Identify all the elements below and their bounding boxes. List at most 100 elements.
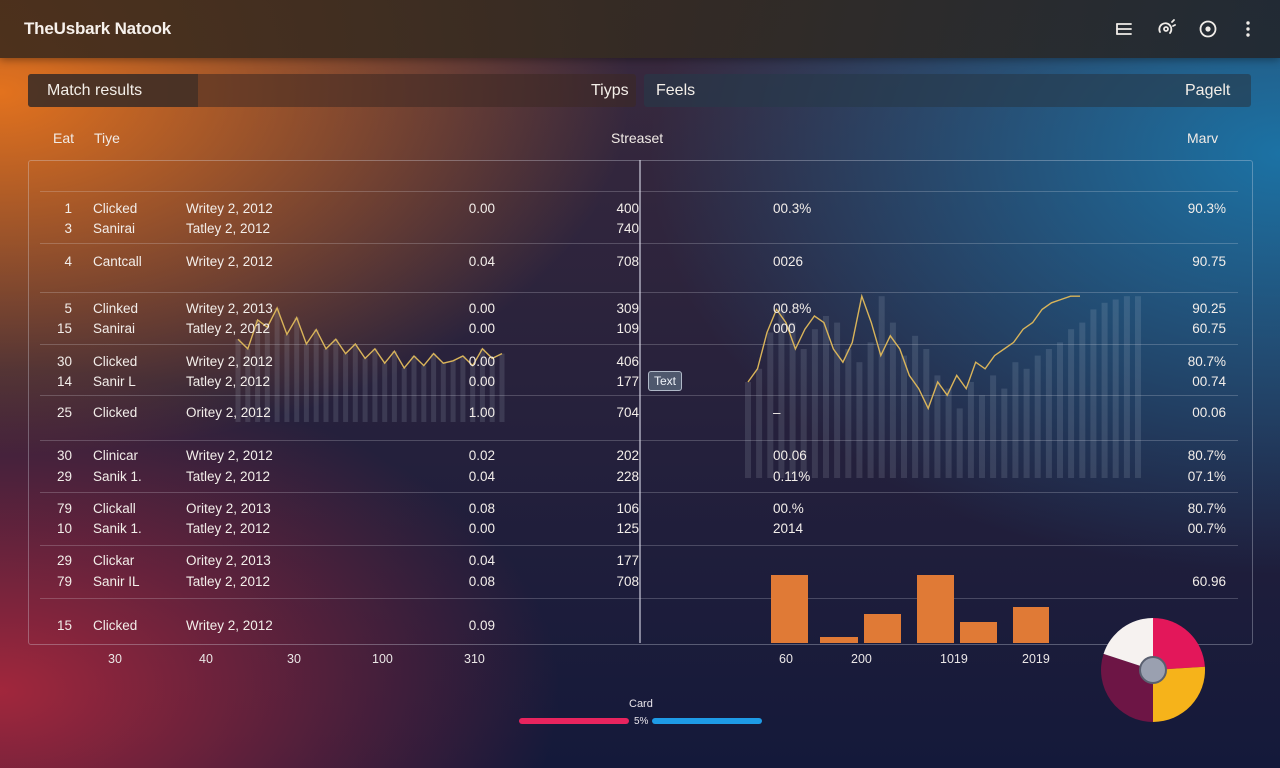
results-panel-header: Match results Tiyps (28, 74, 636, 107)
table-cell-type: Sanik 1. (93, 521, 142, 536)
table-cell-date: Tatley 2, 2012 (186, 374, 271, 389)
table-cell-id: 15 (56, 321, 72, 336)
table-cell-date: Writey 2, 2012 (186, 618, 273, 633)
table-cell-val: 0.00 (468, 354, 495, 369)
table-cell-val: 0.00 (468, 521, 495, 536)
table-cell-pct: 00.% (773, 501, 804, 516)
table-cell-id: 79 (56, 574, 72, 589)
table-cell-count: 228 (616, 469, 639, 484)
table-cell-max: 07.1% (1187, 469, 1226, 484)
table-cell-val: 0.08 (468, 501, 495, 516)
table-cell-id: 30 (56, 448, 72, 463)
table-cell-type: Clinicar (93, 448, 139, 463)
legend-bar-blue (652, 718, 762, 724)
target-icon[interactable] (1197, 18, 1219, 40)
panel-splitter[interactable] (639, 160, 641, 643)
table-cell-id: 25 (56, 405, 72, 420)
table-cell-id: 3 (64, 221, 72, 236)
column-header-max[interactable]: Marv (1187, 130, 1219, 146)
table-cell-count: 708 (616, 574, 639, 589)
table-cell-max: 80.7% (1187, 354, 1226, 369)
tab-pagelt[interactable]: Pagelt (1185, 82, 1231, 99)
table-cell-pct: – (773, 405, 781, 420)
column-header-type[interactable]: Tiye (94, 130, 120, 146)
table-cell-max: 80.7% (1187, 448, 1226, 463)
table-cell-date: Oritey 2, 2013 (186, 553, 271, 568)
axis-tick-label: 2019 (1022, 652, 1050, 666)
pie-chart (1101, 618, 1206, 722)
table-cell-id: 5 (64, 301, 72, 316)
table-cell-count: 309 (616, 301, 639, 316)
table-cell-id: 15 (56, 618, 72, 633)
table-cell-type: Clickar (93, 553, 135, 568)
table-cell-date: Tatley 2, 2012 (186, 574, 271, 589)
table-cell-date: Tatley 2, 2012 (186, 521, 271, 536)
legend-caption: Card (629, 698, 653, 710)
table-cell-type: Clicked (93, 354, 138, 369)
table-cell-date: Writey 2, 2013 (186, 301, 273, 316)
table-cell-date: Writey 2, 2012 (186, 448, 273, 463)
table-cell-type: Clicked (93, 201, 138, 216)
column-header-stream[interactable]: Streaset (611, 130, 664, 146)
table-cell-val: 0.00 (468, 321, 495, 336)
axis-tick-label: 40 (199, 652, 213, 666)
pie-slice (1103, 618, 1153, 670)
table-cell-val: 0.04 (468, 553, 495, 568)
table-cell-max: 80.7% (1187, 501, 1226, 516)
feels-panel-header: Feels Pagelt (644, 74, 1251, 107)
tab-feels[interactable]: Feels (656, 82, 696, 99)
table-cell-id: 30 (56, 354, 72, 369)
table-cell-val: 0.08 (468, 574, 495, 589)
app-title: TheUsbark Natook (24, 19, 172, 38)
axis-tick-label: 30 (287, 652, 301, 666)
table-cell-count: 177 (616, 374, 639, 389)
table-cell-max: 90.3% (1187, 201, 1226, 216)
table-cell-val: 0.02 (468, 448, 495, 463)
tab-match-results[interactable]: Match results (28, 74, 198, 107)
table-cell-val: 0.09 (468, 618, 495, 633)
table-cell-type: Sanir L (93, 374, 136, 389)
table-cell-type: Clickall (93, 501, 136, 516)
column-header-id[interactable]: Eat (53, 130, 75, 146)
axis-tick-label: 30 (108, 652, 122, 666)
table-cell-pct: 00.3% (773, 201, 812, 216)
table-cell-type: Clicked (93, 405, 138, 420)
table-cell-val: 1.00 (468, 405, 495, 420)
table-cell-val: 0.04 (468, 469, 495, 484)
pie-slice (1153, 666, 1206, 722)
table-cell-val: 0.04 (468, 254, 495, 269)
table-cell-id: 79 (56, 501, 72, 516)
table-cell-date: Writey 2, 2012 (186, 254, 273, 269)
table-cell-count: 125 (616, 521, 639, 536)
axis-tick-label: 60 (779, 652, 793, 666)
table-cell-count: 177 (616, 553, 639, 568)
table-cell-val: 0.00 (468, 301, 495, 316)
list-icon[interactable] (1113, 18, 1135, 40)
table-cell-id: 4 (64, 254, 72, 269)
table-cell-count: 406 (616, 354, 639, 369)
tab-types[interactable]: Tiyps (591, 82, 629, 99)
table-cell-type: Cantcall (93, 254, 142, 269)
table-cell-date: Tatley 2, 2012 (186, 321, 271, 336)
table-cell-date: Writey 2, 2012 (186, 201, 273, 216)
table-cell-type: Clicked (93, 618, 138, 633)
table-cell-max: 60.75 (1192, 321, 1226, 336)
table-cell-date: Tatley 2, 2012 (186, 221, 271, 236)
table-cell-date: Oritey 2, 2013 (186, 501, 271, 516)
axis-tick-label: 1019 (940, 652, 968, 666)
table-cell-id: 29 (56, 469, 72, 484)
table-cell-type: Sanik 1. (93, 469, 142, 484)
chart-tooltip: Text (648, 371, 683, 391)
more-vertical-icon[interactable] (1237, 18, 1259, 40)
table-cell-id: 10 (56, 521, 72, 536)
table-cell-count: 106 (616, 501, 639, 516)
table-cell-pct: 000 (773, 321, 796, 336)
table-cell-count: 202 (616, 448, 639, 463)
table-cell-max: 60.96 (1192, 574, 1226, 589)
table-cell-count: 704 (616, 405, 639, 420)
table-cell-count: 708 (616, 254, 639, 269)
settings-icon[interactable] (1155, 18, 1177, 40)
table-cell-pct: 00.06 (773, 448, 807, 463)
axis-tick-label: 310 (464, 652, 485, 666)
axis-tick-label: 100 (372, 652, 393, 666)
